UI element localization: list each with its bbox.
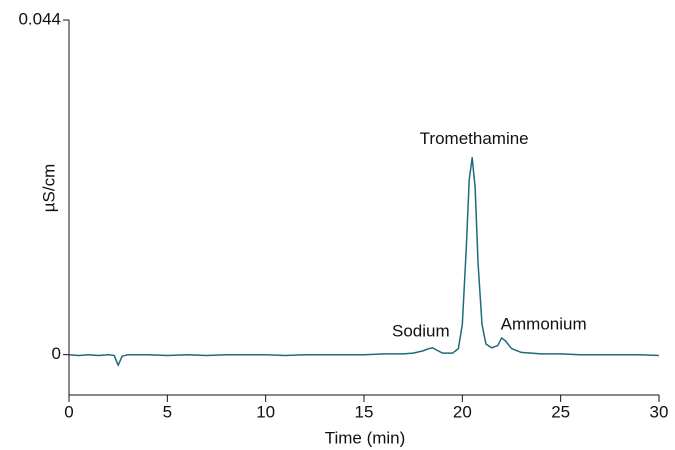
- x-tick-label: 20: [453, 402, 472, 421]
- x-tick-label: 30: [650, 402, 669, 421]
- x-tick-label: 0: [64, 402, 73, 421]
- y-axis-label: µS/cm: [39, 164, 58, 213]
- series-line: [68, 156, 660, 367]
- x-tick-label: 15: [355, 402, 374, 421]
- annotation: Sodium: [392, 321, 450, 340]
- x-tick-label: 10: [256, 402, 275, 421]
- x-axis-label: Time (min): [325, 428, 406, 447]
- annotation: Tromethamine: [420, 129, 529, 148]
- y-tick-label: 0.044: [18, 9, 61, 28]
- y-tick-label: 0: [52, 344, 61, 363]
- annotation: Ammonium: [501, 314, 587, 333]
- x-tick-label: 25: [551, 402, 570, 421]
- x-tick-label: 5: [163, 402, 172, 421]
